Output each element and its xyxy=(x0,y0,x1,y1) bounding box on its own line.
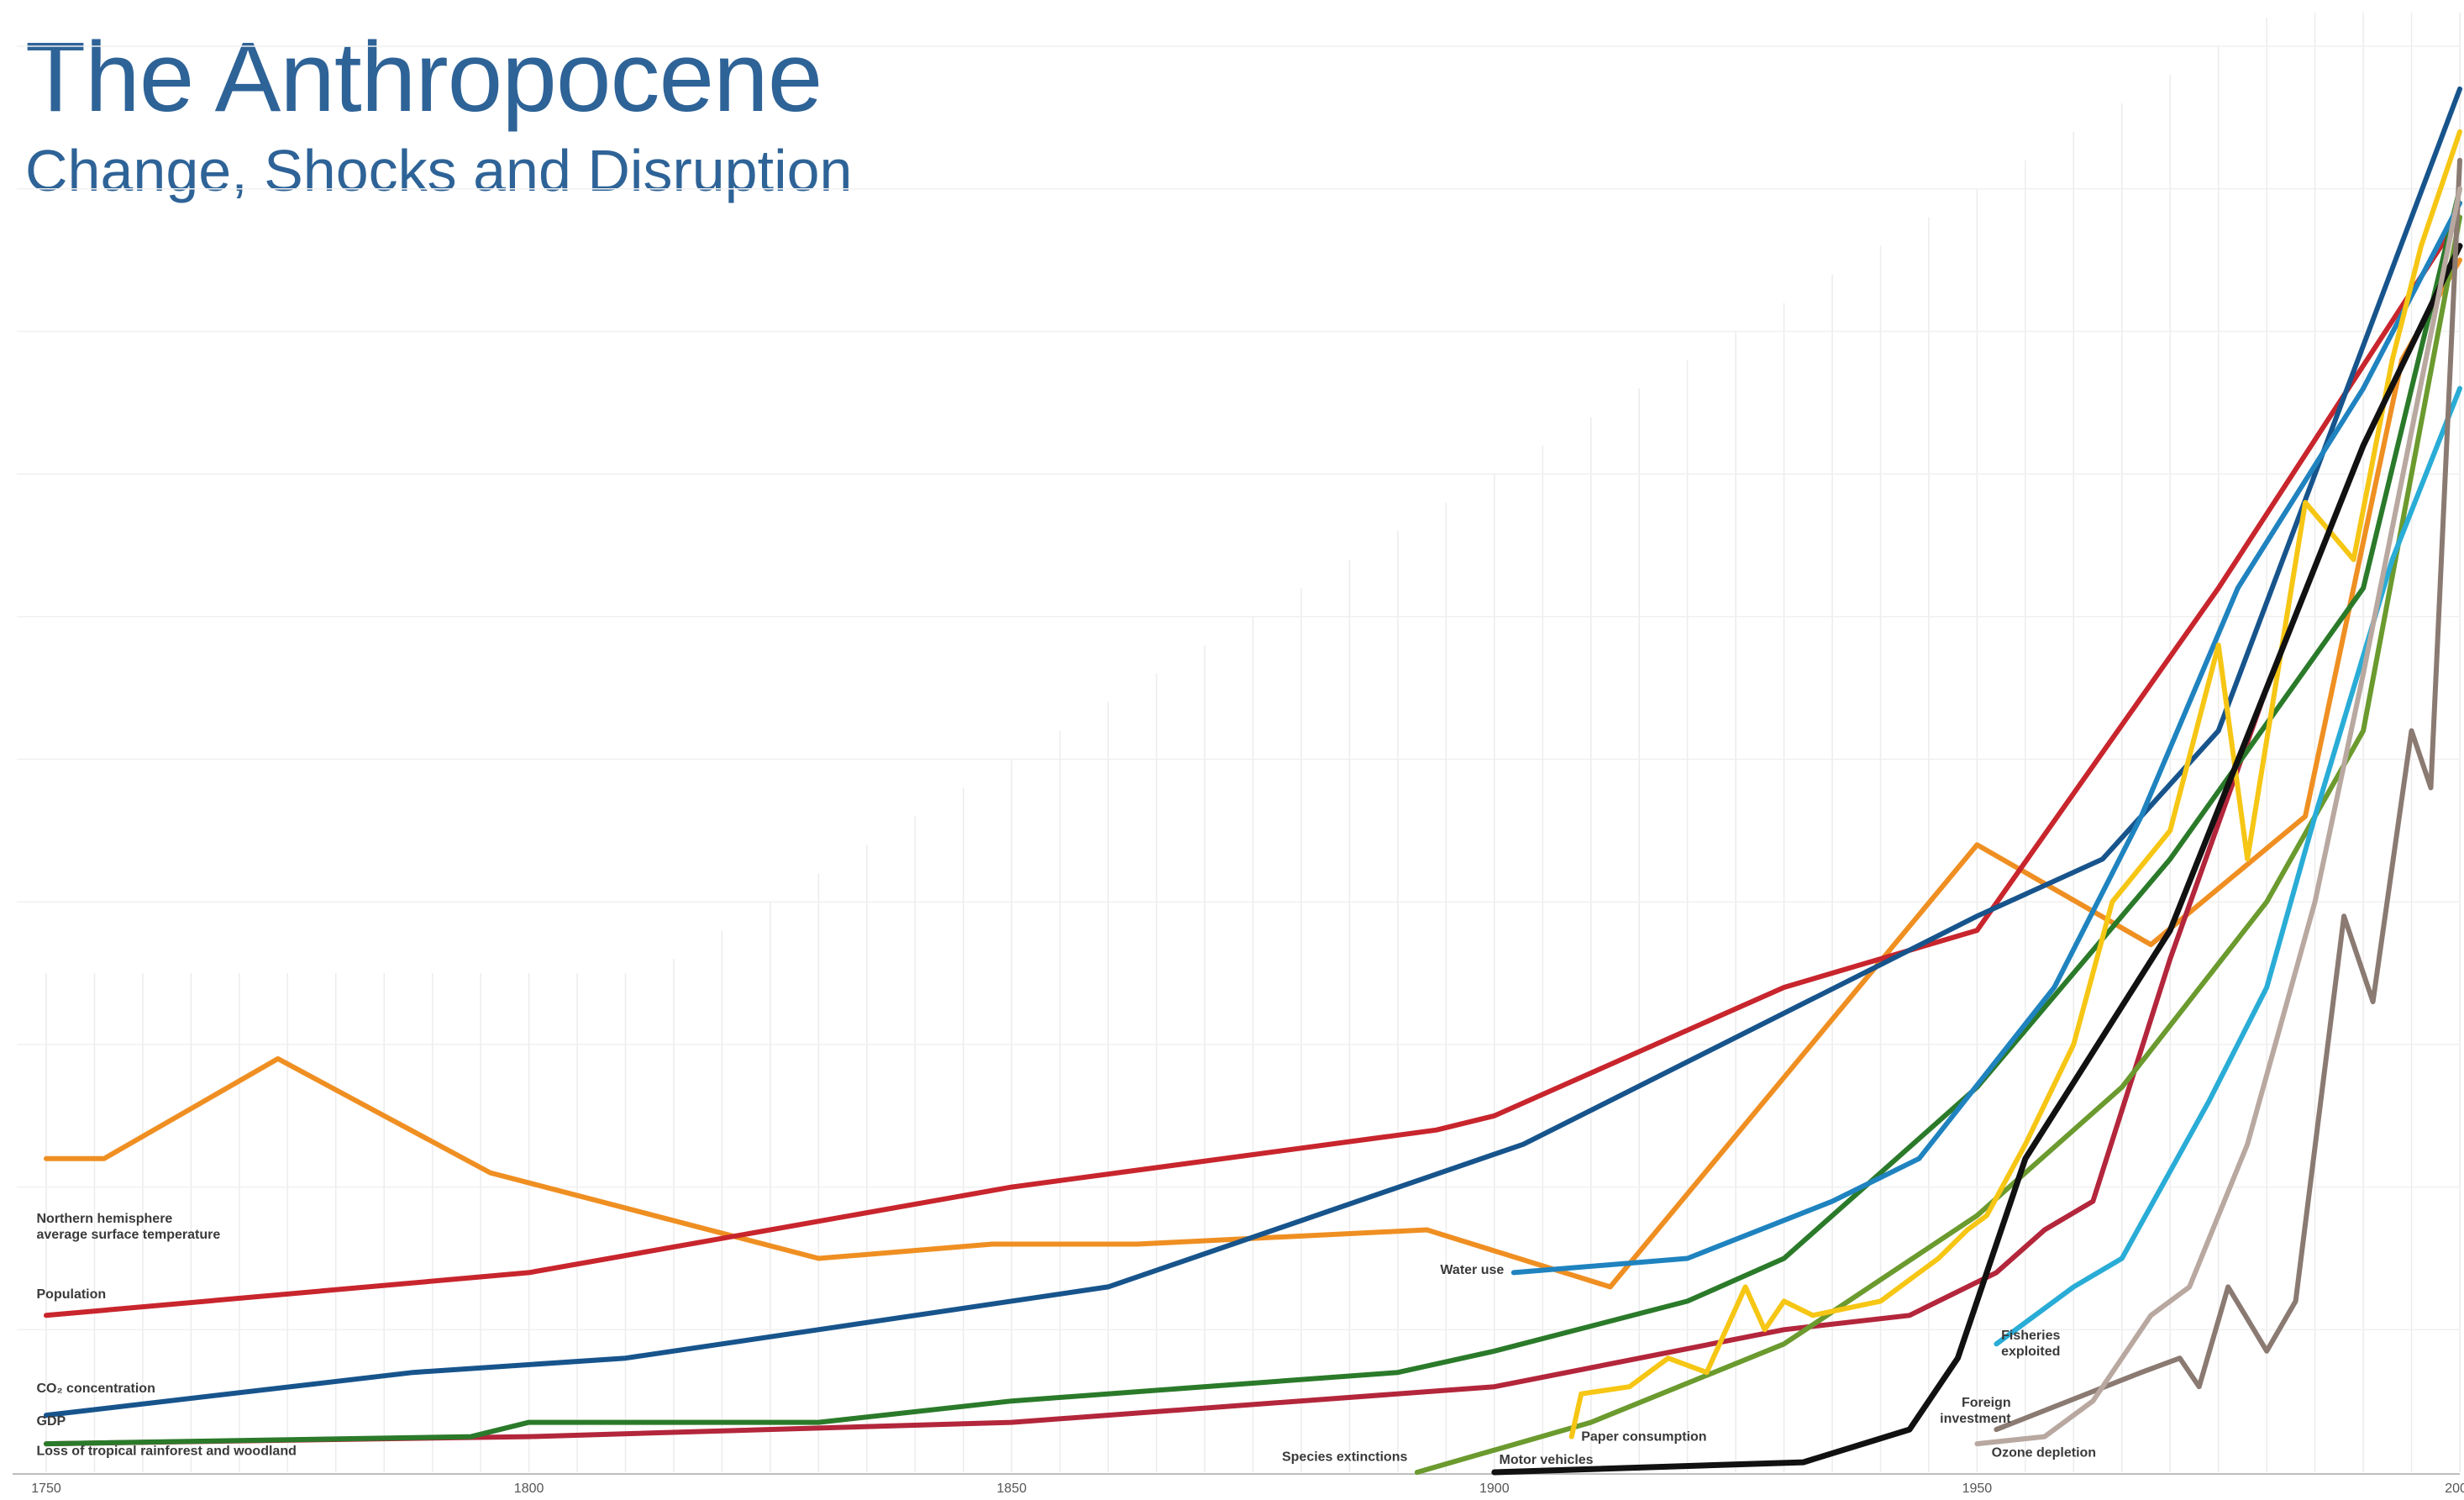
series-line xyxy=(1974,186,2462,1447)
chart-grid xyxy=(13,13,2461,1475)
series-label-line: investment xyxy=(1940,1412,2011,1426)
series-label-line: Population xyxy=(37,1287,107,1302)
series-label-ozone: Ozone depletion xyxy=(1992,1445,2096,1460)
x-tick-label: 1950 xyxy=(1962,1482,1993,1496)
series-label-gdp: GDP xyxy=(37,1414,66,1429)
x-tick-label: 1850 xyxy=(996,1482,1027,1496)
series-label-line: average surface temperature xyxy=(37,1228,221,1242)
series-label-line: Species extinctions xyxy=(1282,1450,1407,1464)
series-label-foreign: Foreign investment xyxy=(1940,1396,2011,1426)
series-label-paper: Paper consumption xyxy=(1581,1430,1706,1445)
series-label-line: Water use xyxy=(1440,1263,1504,1277)
series-label-line: Northern hemisphere xyxy=(37,1212,173,1226)
series-line xyxy=(44,257,2462,1290)
series-line xyxy=(1414,214,2462,1475)
series-labels: Northern hemisphere average surface tempe… xyxy=(37,1212,2097,1467)
series-line xyxy=(1568,129,2462,1439)
series-label-species: Species extinctions xyxy=(1282,1450,1407,1464)
chart-title: The Anthropocene xyxy=(25,22,822,133)
series-label-fisheries: Fisheries exploited xyxy=(2001,1329,2060,1359)
series-line xyxy=(1994,157,2462,1433)
series-label-line: Loss of tropical rainforest and woodland xyxy=(37,1445,297,1459)
series-label-temperature: Northern hemisphere average surface tempe… xyxy=(37,1212,221,1242)
x-tick-label: 1750 xyxy=(31,1482,61,1496)
series-label-line: GDP xyxy=(37,1414,66,1429)
series-label-line: Motor vehicles xyxy=(1500,1453,1594,1467)
series-label-water: Water use xyxy=(1440,1263,1504,1277)
x-tick-label: 2000 xyxy=(2445,1482,2464,1496)
series-label-line: Paper consumption xyxy=(1581,1430,1706,1445)
x-axis: 1750 1800 1850 1900 1950 2000 xyxy=(31,1482,2464,1496)
series-label-line: CO₂ concentration xyxy=(37,1382,155,1396)
series-label-line: exploited xyxy=(2001,1345,2060,1359)
series-line xyxy=(1510,200,2462,1276)
series-label-rainforest: Loss of tropical rainforest and woodland xyxy=(37,1445,297,1459)
x-tick-label: 1900 xyxy=(1479,1482,1510,1496)
series-line xyxy=(1491,243,2463,1476)
series-label-line: Foreign xyxy=(1962,1396,2011,1410)
x-tick-label: 1800 xyxy=(514,1482,544,1496)
series-label-motor: Motor vehicles xyxy=(1500,1453,1594,1467)
series-line xyxy=(44,186,2462,1447)
series-line xyxy=(44,86,2462,1418)
chart-subtitle: Change, Shocks and Disruption xyxy=(25,138,853,203)
series-label-co2: CO₂ concentration xyxy=(37,1382,155,1396)
series-label-population: Population xyxy=(37,1287,107,1302)
series-label-line: Ozone depletion xyxy=(1992,1445,2096,1460)
series-label-line: Fisheries xyxy=(2001,1329,2060,1343)
series-line xyxy=(44,214,2462,1318)
series-lines xyxy=(44,86,2463,1476)
